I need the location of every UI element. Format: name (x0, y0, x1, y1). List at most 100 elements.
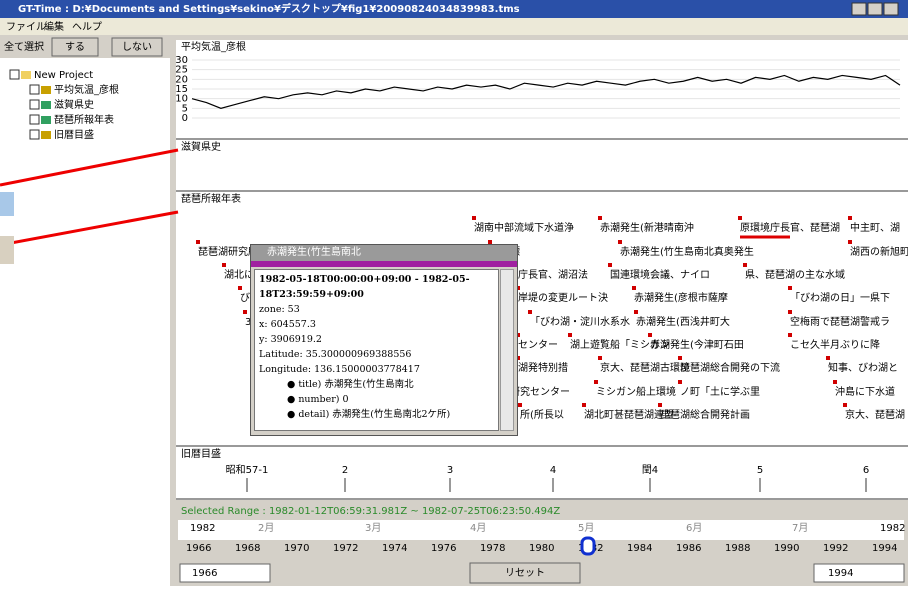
event-label[interactable]: こセ久半月ぶりに降 (790, 338, 880, 351)
lunar-label: 昭和57-1 (226, 464, 269, 476)
event-label[interactable]: 知事、びわ湖と (828, 361, 898, 374)
event-label[interactable]: 所(所長以 (520, 409, 564, 421)
event-marker (594, 380, 598, 384)
y-tick-label: 5 (182, 103, 188, 114)
event-label[interactable]: 湖北に (224, 269, 254, 281)
event-label[interactable]: ミシガン船上環境 (596, 385, 676, 398)
reset-button[interactable] (469, 562, 581, 584)
button-label: しない (122, 41, 152, 53)
checkbox[interactable] (29, 129, 40, 140)
event-label[interactable]: 県、琵琶湖の主な水域 (745, 268, 845, 281)
tree-item[interactable]: New Project (34, 70, 93, 81)
start-spinner[interactable] (179, 563, 271, 583)
event-label[interactable]: 岸堤の変更ルート決 (518, 291, 608, 304)
event-label[interactable]: 空梅雨で琵琶湖警戒ラ (790, 315, 890, 328)
popup-content: 1982-05-18T00:00:00+09:00 - 1982-05-18T2… (254, 269, 499, 431)
event-label[interactable]: 3 (245, 317, 251, 328)
event-marker (833, 380, 837, 384)
y-tick-label: 10 (175, 94, 188, 105)
event-label[interactable]: び (240, 292, 250, 304)
popup-line: Longitude: 136.15000003778417 (259, 364, 420, 375)
event-marker (738, 216, 742, 220)
checkbox[interactable] (29, 114, 40, 125)
title-bar (0, 0, 908, 18)
minimize[interactable] (851, 2, 867, 16)
window-buttons[interactable] (851, 2, 899, 16)
red-pointer (0, 148, 179, 187)
menu-bar (0, 18, 908, 35)
event-label[interactable]: 研究センター (510, 385, 570, 398)
event-marker (488, 240, 492, 244)
year-label: 1976 (431, 543, 456, 554)
event-label[interactable]: 「びわ湖の日」一県下 (790, 292, 890, 304)
event-marker (848, 216, 852, 220)
event-label[interactable]: 琵琶湖総合開発計画 (660, 408, 750, 421)
popup-scrollbar[interactable] (500, 269, 514, 431)
event-label[interactable]: 湖西の新旭町 (850, 245, 908, 258)
y-tick-label: 15 (175, 84, 188, 95)
button[interactable] (111, 37, 163, 57)
event-label[interactable]: センター (518, 339, 558, 351)
event-label[interactable]: 赤潮発生(今津町石田 (650, 338, 744, 351)
event-label[interactable]: 湖上遊覧船「ミシガン (570, 338, 670, 351)
lunar-label: 3 (447, 465, 453, 476)
month-label: 4月 (470, 522, 486, 534)
menu-item[interactable]: ヘルプ (72, 21, 102, 33)
menu-item[interactable]: 編集 (44, 20, 64, 33)
tree-item[interactable]: 滋賀県史 (54, 98, 94, 111)
y-tick-label: 30 (175, 55, 188, 66)
year-label: 1986 (676, 543, 701, 554)
maximize[interactable] (867, 2, 883, 16)
event-label[interactable]: 京大、琵琶湖古環境 (600, 361, 690, 374)
close[interactable] (883, 2, 899, 16)
event-marker (598, 216, 602, 220)
event-label[interactable]: 湖北町甚琵琶湖連盟 (584, 408, 674, 421)
lunar-label: 5 (757, 465, 763, 476)
event-marker (518, 403, 522, 407)
event-label[interactable]: 赤潮発生(新港晴南沖 (600, 221, 694, 234)
popup-window[interactable]: 赤潮発生(竹生島南北 1982-05-18T00:00:00+09:00 - 1… (250, 244, 518, 436)
event-label[interactable]: 国連環境会議、ナイロ (610, 268, 710, 281)
event-label[interactable]: 沖島に下水道 (835, 385, 895, 398)
month-label: 7月 (792, 522, 808, 534)
tree-item[interactable]: 琵琶所報年表 (54, 113, 114, 126)
popup-bullet: ● detail) 赤潮発生(竹生島南北2ケ所) (287, 409, 451, 420)
event-label[interactable]: 湖発特別措 (518, 361, 568, 374)
event-label[interactable]: 「びわ湖・淀川水系水 (530, 315, 630, 328)
year-label: 1970 (284, 543, 309, 554)
event-label[interactable]: 原環境庁長官、琵琶湖 (740, 221, 840, 234)
menu-item[interactable]: ファイル (6, 22, 46, 33)
tree-panel (0, 58, 170, 586)
event-label[interactable]: ノ町「土に学ぶ里 (680, 385, 760, 398)
month-label: 6月 (686, 522, 702, 534)
event-label[interactable]: 京大、琵琶湖 (845, 408, 905, 421)
year-label: 1966 (186, 543, 211, 554)
month-label: 3月 (365, 522, 381, 534)
panel-title: 滋賀県史 (181, 140, 221, 153)
event-marker (618, 240, 622, 244)
event-marker (516, 286, 520, 290)
end-spinner[interactable] (813, 563, 905, 583)
event-marker (788, 310, 792, 314)
checkbox[interactable] (29, 99, 40, 110)
event-label[interactable]: 琵琶湖総合開発の下流 (680, 361, 780, 374)
checkbox[interactable] (9, 69, 20, 80)
event-marker (528, 310, 532, 314)
range-slider[interactable] (580, 536, 596, 556)
event-label[interactable]: 湖南中部流域下水道浄 (474, 221, 574, 234)
event-marker (608, 263, 612, 267)
tree-item[interactable]: 旧暦目盛 (54, 128, 94, 141)
event-label[interactable]: 赤潮発生(竹生島南北真奥発生 (620, 245, 754, 258)
tree-item[interactable]: 平均気温_彦根 (54, 83, 119, 96)
event-label[interactable]: 中主町、湖 (850, 221, 900, 234)
checkbox[interactable] (29, 84, 40, 95)
year-label: 1990 (774, 543, 799, 554)
button[interactable] (51, 37, 99, 57)
event-label[interactable]: 琵琶湖研究所 (198, 245, 258, 258)
event-marker (632, 286, 636, 290)
event-label[interactable]: 境庁長官、湖沼法 (508, 268, 588, 281)
event-label[interactable]: 赤潮発生(彦根市薩摩 (634, 291, 728, 304)
event-label[interactable]: 赤潮発生(西浅井町大 (636, 315, 730, 328)
popup-bullet: ● number) 0 (287, 394, 349, 405)
